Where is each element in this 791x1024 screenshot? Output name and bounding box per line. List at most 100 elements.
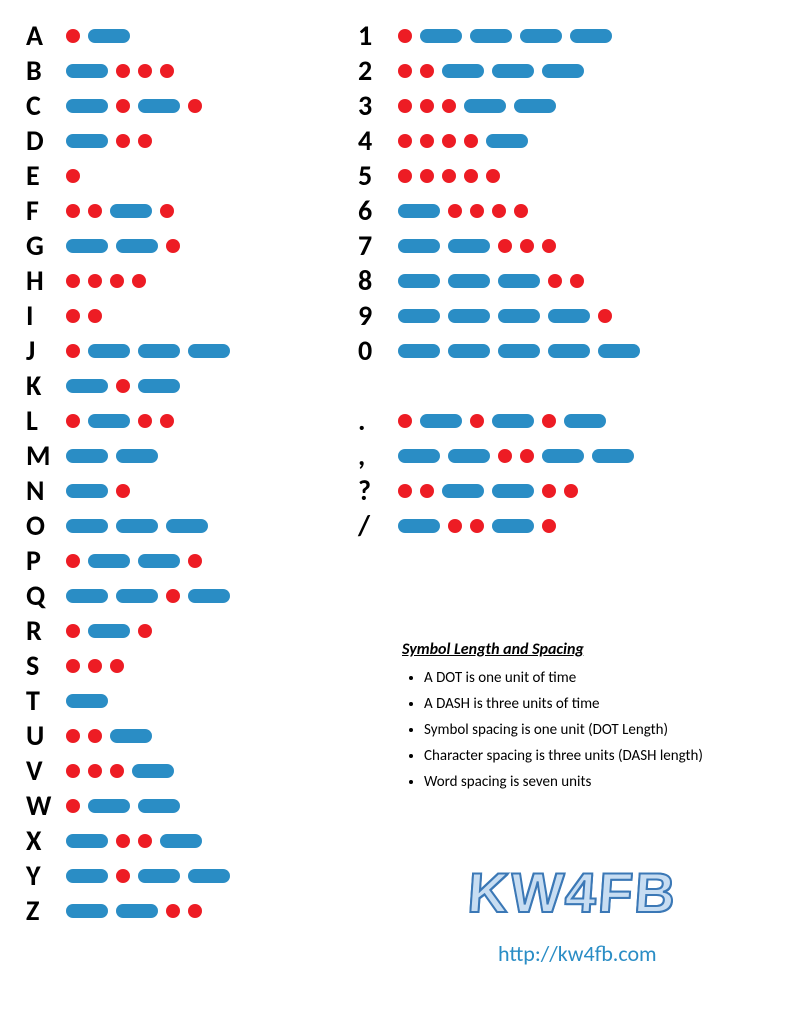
dot-icon [420, 169, 434, 183]
char-label: D [26, 123, 66, 158]
char-label: R [26, 613, 66, 648]
dash-icon [498, 344, 540, 358]
dash-icon [138, 99, 180, 113]
morse-row: X [26, 823, 230, 858]
char-label: , [358, 438, 398, 473]
dash-icon [66, 134, 108, 148]
dot-icon [88, 764, 102, 778]
dash-icon [138, 379, 180, 393]
dot-icon [116, 99, 130, 113]
morse-code [398, 99, 556, 113]
morse-code [398, 169, 500, 183]
dash-icon [592, 449, 634, 463]
dash-icon [486, 134, 528, 148]
dot-icon [166, 589, 180, 603]
morse-row: 8 [358, 263, 640, 298]
morse-code [66, 414, 174, 428]
char-label: 5 [358, 158, 398, 193]
char-label: F [26, 193, 66, 228]
dot-icon [66, 624, 80, 638]
dot-icon [188, 904, 202, 918]
char-label: N [26, 473, 66, 508]
char-label: 6 [358, 193, 398, 228]
dash-icon [548, 344, 590, 358]
dash-icon [116, 519, 158, 533]
dash-icon [116, 904, 158, 918]
dot-icon [116, 134, 130, 148]
dash-icon [66, 484, 108, 498]
morse-row: D [26, 123, 230, 158]
site-link-anchor[interactable]: http://kw4fb.com [498, 940, 657, 967]
char-label: Z [26, 893, 66, 928]
dash-icon [138, 344, 180, 358]
dot-icon [498, 239, 512, 253]
morse-row: 4 [358, 123, 640, 158]
dot-icon [138, 64, 152, 78]
morse-row: U [26, 718, 230, 753]
morse-code [66, 659, 124, 673]
dot-icon [398, 29, 412, 43]
dash-icon [448, 309, 490, 323]
dash-icon [398, 309, 440, 323]
morse-code [66, 799, 180, 813]
morse-code [398, 239, 556, 253]
dash-icon [542, 64, 584, 78]
dash-icon [514, 99, 556, 113]
dot-icon [138, 624, 152, 638]
dash-icon [88, 624, 130, 638]
morse-row: P [26, 543, 230, 578]
char-label: P [26, 543, 66, 578]
notes-item: Symbol spacing is one unit (DOT Length) [424, 717, 703, 743]
morse-row: I [26, 298, 230, 333]
dash-icon [88, 344, 130, 358]
dot-icon [66, 554, 80, 568]
dash-icon [66, 869, 108, 883]
notes-list: A DOT is one unit of timeA DASH is three… [402, 665, 703, 795]
char-label: M [26, 438, 66, 473]
dash-icon [492, 64, 534, 78]
dash-icon [448, 274, 490, 288]
dot-icon [88, 204, 102, 218]
char-label: S [26, 648, 66, 683]
dot-icon [66, 29, 80, 43]
morse-row: R [26, 613, 230, 648]
dash-icon [492, 414, 534, 428]
dash-icon [116, 239, 158, 253]
char-label: Y [26, 858, 66, 893]
dot-icon [486, 169, 500, 183]
morse-row: / [358, 508, 640, 543]
dot-icon [138, 834, 152, 848]
callsign-logo: KW4FB [466, 860, 680, 925]
dot-icon [66, 344, 80, 358]
dot-icon [66, 799, 80, 813]
dot-icon [420, 484, 434, 498]
morse-code [66, 764, 174, 778]
site-link[interactable]: http://kw4fb.com [498, 940, 657, 967]
morse-row: J [26, 333, 230, 368]
dot-icon [88, 309, 102, 323]
morse-row: Q [26, 578, 230, 613]
dash-icon [448, 449, 490, 463]
dot-icon [398, 64, 412, 78]
dot-icon [420, 134, 434, 148]
char-label: T [26, 683, 66, 718]
dash-icon [160, 834, 202, 848]
morse-row: M [26, 438, 230, 473]
dot-icon [66, 659, 80, 673]
morse-row: L [26, 403, 230, 438]
char-label: C [26, 88, 66, 123]
dot-icon [470, 414, 484, 428]
dash-icon [420, 29, 462, 43]
dot-icon [398, 99, 412, 113]
char-label: ? [358, 473, 398, 508]
morse-row: O [26, 508, 230, 543]
morse-code [66, 99, 202, 113]
dash-icon [398, 239, 440, 253]
dot-icon [88, 729, 102, 743]
morse-row: 9 [358, 298, 640, 333]
dash-icon [88, 29, 130, 43]
dot-icon [564, 484, 578, 498]
morse-row: 2 [358, 53, 640, 88]
dash-icon [110, 204, 152, 218]
dash-icon [448, 344, 490, 358]
